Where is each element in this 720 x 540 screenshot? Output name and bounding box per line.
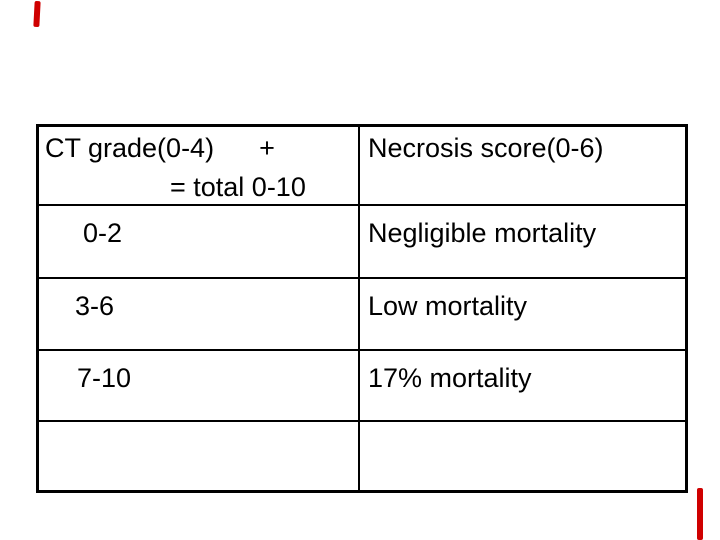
header-score-line1: CT grade(0-4) + xyxy=(45,129,358,168)
table-row-score-cell: 7-10 xyxy=(39,349,358,420)
header-plus-sign: + xyxy=(259,133,275,163)
table-row-mortality-cell: Low mortality xyxy=(358,277,685,349)
red-pen-mark-top-left xyxy=(33,0,41,28)
table-row-score-cell: 0-2 xyxy=(39,204,358,277)
table-header-score-cell: CT grade(0-4) + = total 0-10 xyxy=(39,127,358,204)
table-header-mortality-cell: Necrosis score(0-6) xyxy=(358,127,685,204)
table-row-mortality-cell: Negligible mortality xyxy=(358,204,685,277)
table-row-mortality-cell: 17% mortality xyxy=(358,349,685,420)
ct-severity-index-table: CT grade(0-4) + = total 0-10 Necrosis sc… xyxy=(36,124,688,493)
red-pen-mark-bottom-right xyxy=(697,488,703,540)
table-row-score-cell-empty xyxy=(39,420,358,490)
header-score-total: = total 0-10 xyxy=(170,172,306,202)
header-score-title: CT grade(0-4) xyxy=(45,133,215,163)
table-row-mortality-cell-empty xyxy=(358,420,685,490)
table-row-score-cell: 3-6 xyxy=(39,277,358,349)
